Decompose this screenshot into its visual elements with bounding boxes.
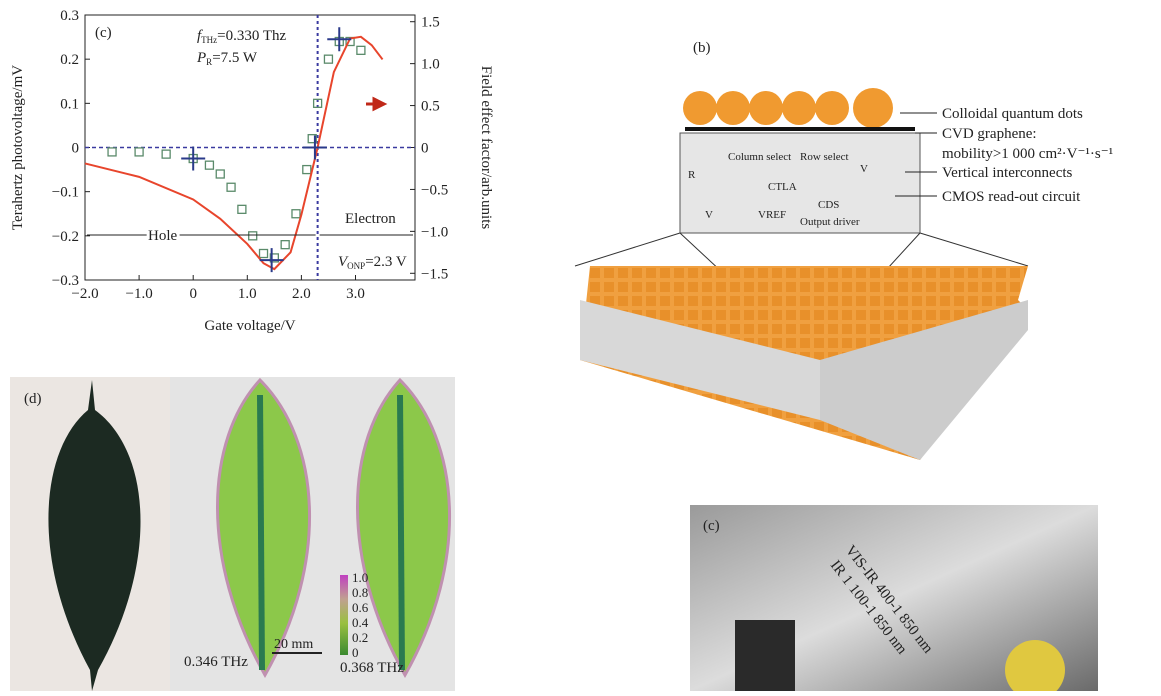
colorbar-label: 0.4 <box>352 615 369 630</box>
circuit-label: Column select <box>728 151 791 163</box>
colorbar-label: 0.6 <box>352 600 369 615</box>
callout: Vertical interconnects <box>942 165 1073 181</box>
y2-tick-label: 1.5 <box>421 15 440 31</box>
sensor-side <box>580 300 820 420</box>
y2-tick-label: 0 <box>421 141 429 157</box>
data-point <box>291 209 301 219</box>
cross-marker <box>181 146 206 171</box>
zoom-lines <box>574 232 1029 341</box>
circuit-label: V <box>705 209 713 221</box>
y-tick-label: −0.1 <box>52 185 79 201</box>
arrow <box>366 96 388 112</box>
y-tick-label: 0 <box>72 141 80 157</box>
callout: mobility>1 000 cm²·V⁻¹·s⁻¹ <box>942 146 1113 162</box>
data-point <box>258 248 269 259</box>
colorbar <box>340 575 348 655</box>
photo-panel: (c) VIS-IR 400-1 850 nm IR 1 100-1 850 n… <box>690 505 1098 696</box>
pear <box>1005 640 1065 696</box>
circuit-box <box>679 132 921 234</box>
leaf-vein <box>257 394 265 671</box>
data-line <box>84 35 384 271</box>
x-tick-label: −1.0 <box>125 286 152 302</box>
circuit-label: VREF <box>758 209 786 221</box>
colorbar-label: 0.2 <box>352 630 368 645</box>
leaf-photo <box>48 380 141 691</box>
y-axis-label: Terahertz photovoltage/mV <box>10 65 26 230</box>
freq-label: 0.368 THz <box>340 660 404 676</box>
y2-tick-label: −1.0 <box>421 224 448 240</box>
data-point <box>134 147 144 157</box>
y2-tick-label: 1.0 <box>421 57 440 73</box>
data-point <box>248 231 258 241</box>
chart-panel: −2.0 −1.0 0 1.0 2.0 3.0 0.3 0.2 0.1 0 −0.1 −0.2 −0.3… <box>10 8 494 334</box>
data-point <box>237 204 247 214</box>
panel-label: (c) <box>703 518 720 534</box>
colorbar-label: 1.0 <box>352 570 368 585</box>
y-tick-label: 0.2 <box>60 52 79 68</box>
callout: CMOS read-out circuit <box>942 189 1081 205</box>
y2-tick-label: −0.5 <box>421 182 448 198</box>
data-point <box>307 134 317 144</box>
annotation: fTHz=0.330 Thz <box>197 28 287 45</box>
leaf-vein <box>397 394 405 671</box>
annotation: Hole <box>148 228 178 244</box>
sensor-side <box>820 300 1028 460</box>
circuit-label: R <box>688 169 696 181</box>
x-axis-label: Gate voltage/V <box>204 318 295 334</box>
camera <box>735 620 795 691</box>
y-tick-label: −0.2 <box>52 229 79 245</box>
data-point <box>356 45 366 55</box>
data-point <box>302 164 312 175</box>
data-point <box>204 160 215 170</box>
x-tick-label: 1.0 <box>238 286 257 302</box>
circuit-label: Row select <box>800 151 849 163</box>
y2-axis-label: Field effect factor/arb.units <box>478 66 494 230</box>
colorbar-label: 0 <box>352 645 359 660</box>
cross-marker <box>327 27 352 52</box>
panel-label: (d) <box>24 391 42 407</box>
cross-marker <box>259 248 284 273</box>
data-point <box>226 182 236 192</box>
scale-label: 20 mm <box>274 637 313 652</box>
colorbar-label: 0.8 <box>352 585 368 600</box>
x-tick-label: 3.0 <box>346 286 365 302</box>
data-point <box>312 98 323 108</box>
x-tick-label: 2.0 <box>292 286 311 302</box>
circuit-label: Output driver <box>800 216 860 228</box>
data-point <box>323 54 334 64</box>
panel-label: (b) <box>693 40 711 56</box>
circuit-label: V <box>860 163 868 175</box>
leaf-panel: (d) 0.346 THz 0.368 THz 20 mm 1.00.80.60… <box>10 377 455 691</box>
x-tick-label: −2.0 <box>71 286 98 302</box>
y2-tick-label: 0.5 <box>421 99 440 115</box>
annotation: PR=7.5 W <box>196 50 258 67</box>
data-point <box>161 149 171 159</box>
data-point <box>269 253 279 263</box>
freq-label: 0.346 THz <box>184 654 248 670</box>
data-point <box>107 147 117 157</box>
y-tick-label: 0.1 <box>60 96 79 112</box>
callout: CVD graphene: <box>942 126 1037 142</box>
annotation: Electron <box>345 211 396 227</box>
x-tick-label: 0 <box>189 286 197 302</box>
panel-label: (c) <box>95 25 112 41</box>
annotation: VONP=2.3 V <box>338 254 407 271</box>
data-point <box>280 240 290 250</box>
data-point <box>215 169 225 179</box>
quantum-dots <box>683 88 893 128</box>
y-tick-label: −0.3 <box>52 273 79 289</box>
cross-marker <box>302 135 327 160</box>
graphene <box>685 127 915 131</box>
circuit-label: CDS <box>818 199 839 211</box>
y2-tick-label: −1.5 <box>421 266 448 282</box>
circuit-label: CTLA <box>768 181 797 193</box>
callout: Colloidal quantum dots <box>942 106 1083 122</box>
diagram-panel: (b) Colloidal quantum dots CVD graphene: m… <box>574 40 1113 460</box>
y-tick-label: 0.3 <box>60 8 79 24</box>
